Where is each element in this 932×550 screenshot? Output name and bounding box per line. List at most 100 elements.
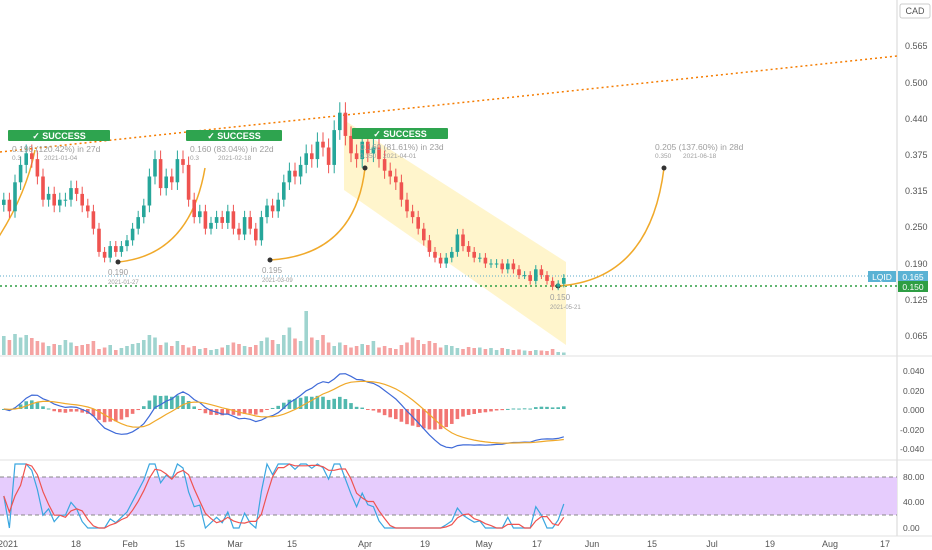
macd-histogram-14 [80,409,84,413]
volume-bar-54 [304,311,308,355]
candle-body-13 [74,188,79,194]
time-tick-2: Feb [122,539,138,549]
volume-bar-38 [214,349,219,355]
candle-body-47 [265,205,269,218]
candle-body-20 [114,246,118,252]
macd-tick-1: 0.020 [903,386,925,396]
candle-body-0 [2,199,6,205]
volume-bar-36 [203,348,208,355]
projection-date-2: 2021-04-01 [383,153,417,160]
volume-bar-24 [136,343,140,355]
volume-bar-68 [382,346,387,355]
candle-body-7 [41,176,45,200]
macd-histogram-94 [528,408,532,410]
candle-body-23 [130,228,135,241]
candle-body-8 [46,193,51,200]
volume-bar-40 [226,345,230,355]
macd-histogram-93 [522,408,527,410]
candle-body-99 [556,283,560,287]
price-axis: 0.565 0.500 0.440 0.375 0.315 0.250 0.19… [905,41,928,341]
candles [2,102,566,291]
macd-histogram-16 [91,409,96,417]
macd-histogram-92 [517,408,521,410]
macd-histogram-65 [366,409,370,410]
volume-bar-43 [242,346,247,355]
candle-body-39 [220,217,224,223]
macd-histogram-87 [489,409,493,412]
stoch-tick-1: 40.00 [903,497,925,507]
candle-body-77 [433,251,437,258]
candle-body-12 [69,188,73,200]
last-price-text: 0.165 [902,272,924,282]
currency-text: CAD [905,6,925,16]
macd-histogram-52 [293,398,297,409]
volume-bar-90 [506,349,510,355]
low-point-0 [115,259,121,265]
projection-date-0: 2021-01-04 [44,155,78,162]
macd-histogram-81 [455,409,460,420]
candle-body-92 [517,269,521,276]
low-price-1: 0.195 [262,266,283,275]
macd-histogram-78 [438,409,443,430]
volume-bar-42 [237,344,241,355]
macd-histogram-24 [136,409,140,411]
macd-histogram-96 [539,406,544,409]
volume-bar-13 [74,346,79,355]
candle-body-50 [282,182,286,200]
macd-histogram-54 [304,396,308,409]
volume-bar-77 [433,343,437,355]
macd-histogram-90 [506,408,510,410]
stochastic-k-line [3,462,565,530]
low-date-1: 2021-03-09 [262,278,293,284]
candle-body-65 [366,141,370,154]
candle-body-55 [310,153,314,160]
macd-histogram-69 [388,409,392,418]
macd-histogram-19 [108,409,112,422]
candle-body-59 [332,130,336,165]
candle-body-36 [203,211,208,229]
candle-body-91 [511,263,516,270]
candle-body-83 [466,246,471,252]
candle-body-82 [461,234,465,247]
volume-bar-27 [153,337,157,355]
volume-bar-20 [114,350,118,355]
success-label-2: ✓ SUCCESS [373,129,427,139]
volume-bar-69 [388,348,392,355]
low-price-0: 0.190 [108,268,129,277]
macd-histogram-71 [399,409,404,422]
macd-histogram-98 [550,407,555,409]
time-tick-15: 17 [880,539,890,549]
candle-body-75 [422,228,426,241]
volume-bar-15 [86,344,90,355]
volume-bar-51 [287,327,292,355]
volume-bar-8 [46,346,51,355]
candle-body-48 [270,205,275,212]
candle-body-79 [444,257,448,264]
candle-body-90 [506,263,510,270]
candle-body-42 [237,228,241,235]
time-tick-0: 2021 [0,539,18,549]
macd-histogram-47 [265,409,269,410]
candle-body-1 [7,199,12,212]
macd-histogram-55 [310,396,314,409]
time-tick-13: 19 [765,539,775,549]
macd-histogram-5 [30,400,34,409]
volume-bar-66 [371,341,376,355]
volume-bar-9 [52,344,56,355]
macd-histogram-67 [377,409,381,413]
candle-body-5 [30,153,34,160]
volume-bar-45 [254,345,258,355]
volume-bar-31 [175,341,180,355]
volume-bar-100 [562,352,566,355]
macd-histogram-91 [511,408,516,410]
volume-bar-14 [80,345,84,355]
candle-body-10 [58,199,62,206]
candle-body-17 [97,228,101,252]
volume-bar-56 [315,340,320,355]
candle-body-81 [455,234,460,252]
candle-body-28 [158,159,163,189]
currency-label[interactable]: CAD [899,3,931,19]
macd-tick-4: -0.040 [900,444,924,454]
candle-body-76 [427,240,432,252]
